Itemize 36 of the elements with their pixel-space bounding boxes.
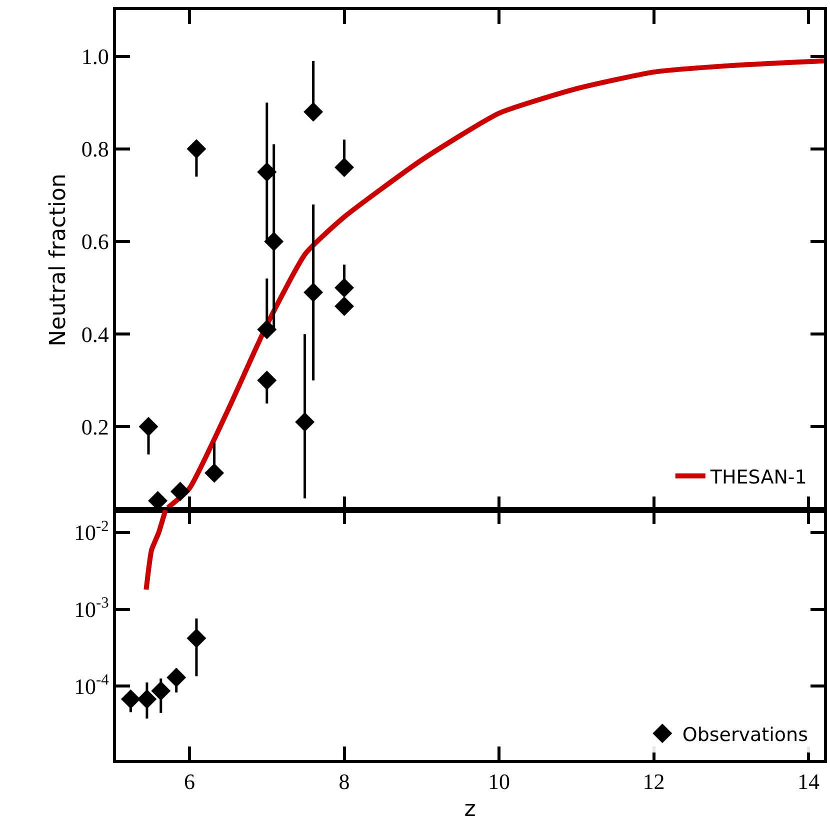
point [295, 412, 315, 432]
point [264, 232, 284, 252]
y-tick-label: 10$^{-4}$ [74, 672, 110, 699]
point [204, 463, 224, 483]
point [186, 628, 206, 648]
x-tick-label: 14 [798, 769, 820, 794]
x-tick-label: 6 [184, 769, 196, 794]
point [170, 482, 190, 502]
point [151, 681, 171, 701]
point [186, 139, 206, 159]
x-tick-label: 12 [642, 769, 665, 794]
point [304, 102, 324, 122]
y-tick-label: 1.0 [81, 44, 109, 69]
point [166, 668, 186, 688]
y-tick-label: 0.4 [81, 322, 109, 347]
point [138, 416, 158, 436]
x-tick-label: 10 [488, 769, 510, 794]
point [257, 370, 277, 390]
legend-label: Observations [682, 724, 808, 746]
point [334, 158, 354, 178]
x-tick-label: 8 [338, 769, 350, 794]
point [257, 320, 277, 340]
y-tick-label: 0.8 [81, 136, 109, 162]
y-tick-label: 0.2 [81, 414, 109, 440]
x-axis-title: z [464, 797, 476, 822]
y-tick-label: 10$^{-3}$ [74, 594, 110, 622]
point [334, 278, 354, 298]
y-tick-label: 0.6 [81, 229, 109, 254]
point [304, 282, 324, 302]
legend-label: THESAN-1 [709, 466, 807, 488]
point [257, 162, 277, 182]
y-tick-label: 10$^{-2}$ [74, 518, 109, 546]
point [334, 296, 354, 316]
point [120, 689, 140, 709]
y-axis-title: Neutral fraction [46, 174, 72, 346]
point [137, 689, 157, 709]
